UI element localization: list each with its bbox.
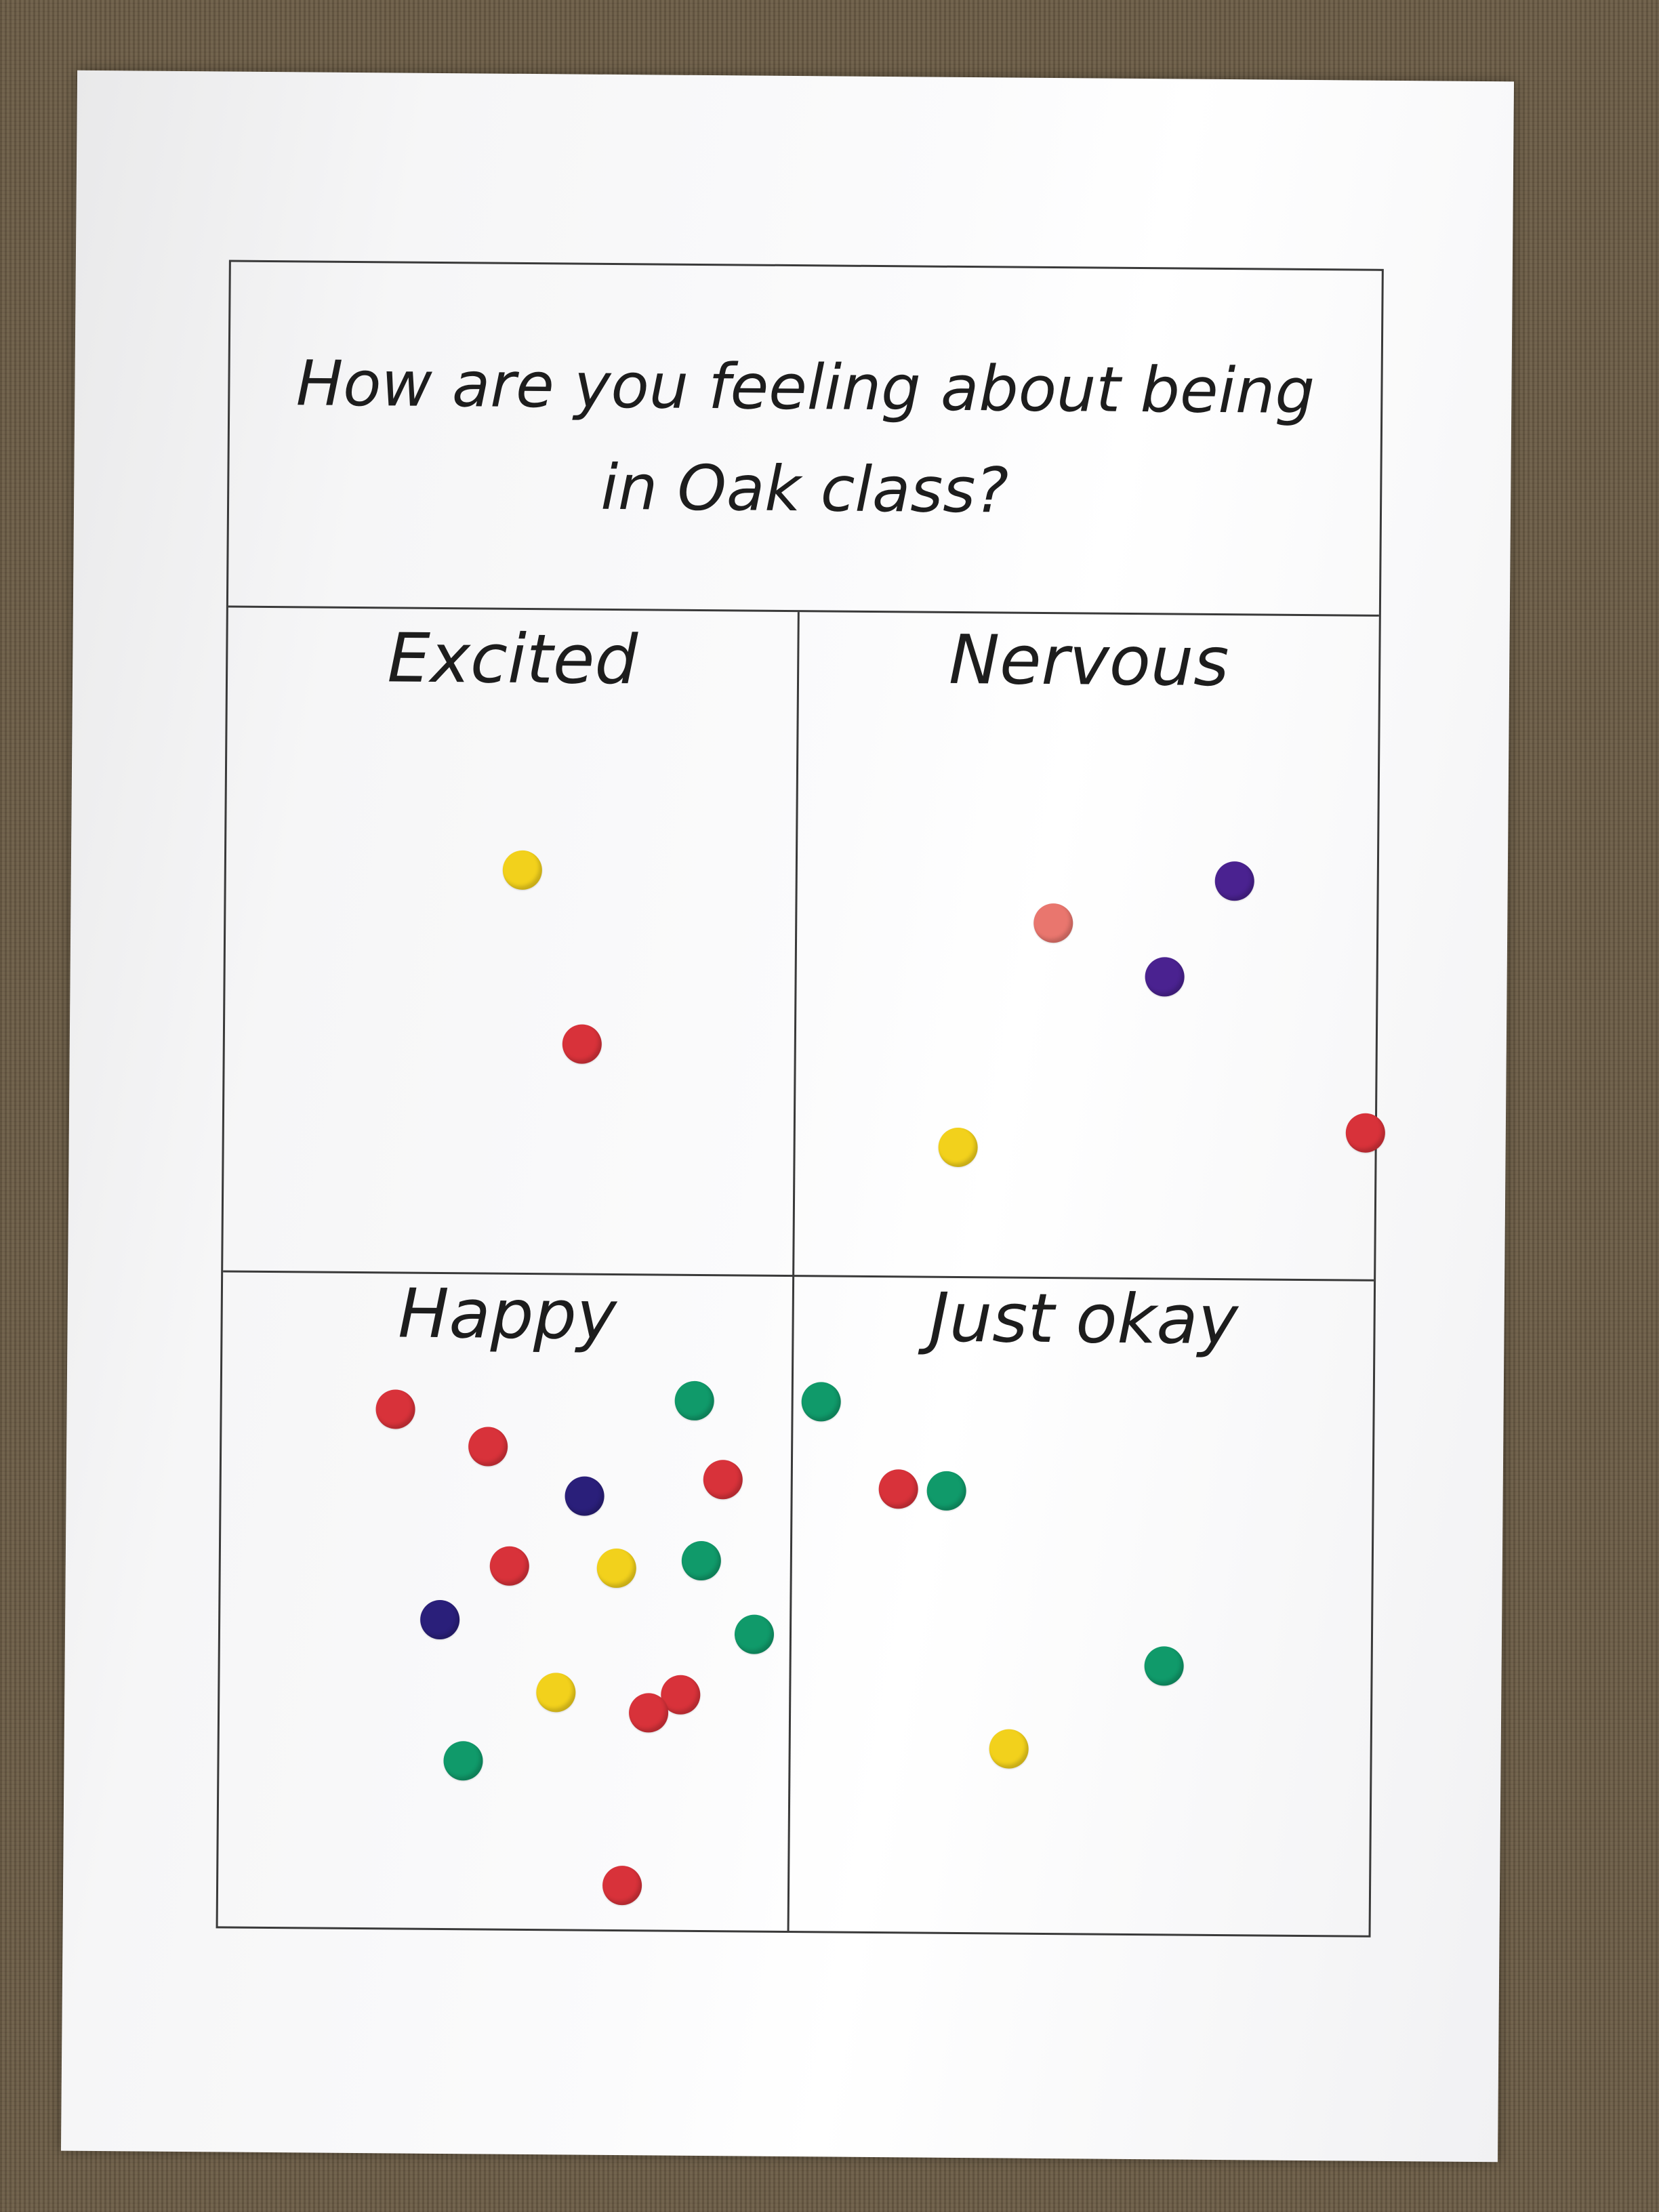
paper-sheet: How are you feeling about being in Oak c…: [60, 70, 1515, 2163]
sticker-yellow: [596, 1548, 636, 1589]
sticker-red: [1345, 1113, 1386, 1153]
sticker-purple: [1145, 957, 1185, 997]
sticker-red: [628, 1693, 669, 1733]
sticker-red: [878, 1469, 918, 1509]
sticker-yellow: [989, 1729, 1029, 1769]
cell-excited: Excited: [223, 607, 798, 1275]
label-just-okay: Just okay: [928, 1277, 1239, 1360]
sticker-green: [734, 1614, 775, 1654]
feelings-grid: How are you feeling about being in Oak c…: [216, 260, 1386, 1938]
sticker-yellow: [938, 1127, 978, 1168]
cell-nervous: Nervous: [794, 612, 1386, 1279]
label-happy: Happy: [397, 1273, 617, 1355]
sticker-yellow: [536, 1673, 576, 1713]
sticker-red: [489, 1546, 530, 1586]
sticker-green: [926, 1471, 966, 1511]
sticker-green: [681, 1540, 722, 1581]
sticker-blue: [419, 1599, 460, 1640]
sticker-red: [375, 1389, 415, 1429]
sticker-yellow: [502, 850, 543, 890]
sticker-red: [602, 1865, 642, 1906]
poster-title: How are you feeling about being in Oak c…: [295, 346, 1315, 527]
sticker-red: [562, 1024, 602, 1064]
sticker-green: [1144, 1646, 1184, 1686]
cell-happy: Happy: [218, 1272, 793, 1931]
sticker-green: [674, 1380, 714, 1421]
sticker-green: [443, 1741, 483, 1781]
title-cell: How are you feeling about being in Oak c…: [228, 262, 1382, 617]
label-nervous: Nervous: [948, 619, 1229, 702]
sticker-pink: [1033, 903, 1073, 943]
sticker-red: [468, 1427, 508, 1467]
sticker-blue: [565, 1476, 605, 1516]
sticker-purple: [1214, 861, 1254, 901]
sticker-red: [703, 1460, 743, 1500]
cell-just-okay: Just okay: [790, 1277, 1374, 1936]
label-excited: Excited: [387, 618, 638, 700]
